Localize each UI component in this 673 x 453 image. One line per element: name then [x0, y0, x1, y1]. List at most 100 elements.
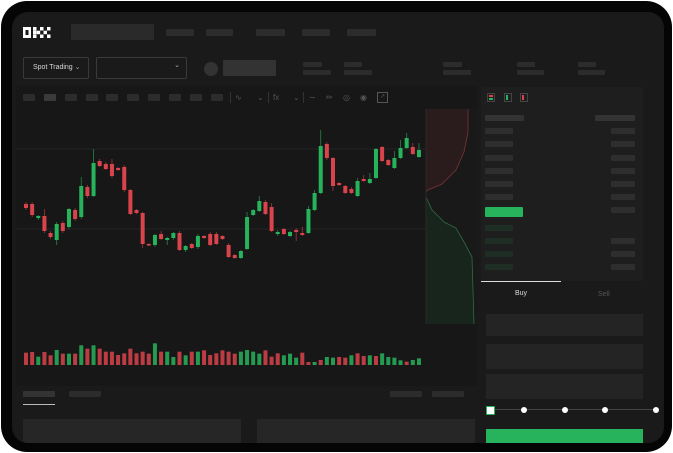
fx-icon[interactable]: fx — [273, 93, 280, 102]
volume-bar — [380, 353, 385, 365]
candle-body — [208, 234, 213, 245]
amount-slider-handle[interactable] — [486, 406, 495, 415]
candle-body — [165, 238, 170, 240]
tab-sell[interactable]: Sell — [598, 291, 610, 298]
divider — [268, 92, 269, 103]
timeframe-button[interactable] — [169, 94, 181, 101]
timeframe-button[interactable] — [127, 94, 139, 101]
volume-bar — [220, 350, 225, 365]
volume-bar — [416, 358, 421, 365]
expand-icon[interactable]: ↗ — [377, 92, 388, 103]
stat-value — [344, 70, 372, 75]
okx-logo[interactable] — [23, 27, 51, 39]
volume-bar — [263, 350, 268, 365]
stat-label — [578, 62, 596, 67]
amount-input[interactable] — [486, 344, 643, 369]
nav-item[interactable] — [347, 29, 376, 36]
buy-button[interactable] — [486, 429, 643, 443]
candle-body — [245, 217, 250, 249]
volume-bar — [128, 348, 133, 365]
filter-button[interactable] — [390, 391, 422, 397]
volume-bar — [195, 351, 200, 365]
candle-body — [349, 189, 354, 193]
slider-stop-50[interactable] — [562, 407, 568, 413]
slider-stop-75[interactable] — [602, 407, 608, 413]
volume-bar — [343, 357, 348, 365]
volume-bar — [245, 350, 250, 365]
nav-item[interactable] — [256, 29, 285, 36]
price-input[interactable] — [486, 314, 643, 336]
trading-mode-select[interactable]: Spot Trading ⌄ — [23, 57, 89, 79]
volume-bar — [79, 345, 84, 365]
candle-body — [128, 190, 133, 214]
timeframe-button[interactable] — [148, 94, 160, 101]
candle-body — [79, 186, 84, 217]
volume-bar — [66, 353, 71, 365]
tab-buy[interactable]: Buy — [515, 290, 528, 297]
timeframe-button[interactable] — [106, 94, 118, 101]
candle-body — [269, 207, 274, 231]
slider-stop-25[interactable] — [521, 407, 527, 413]
candle-body — [36, 216, 41, 218]
divider — [303, 92, 304, 103]
both-sides-icon[interactable] — [487, 93, 495, 102]
timeframe-button[interactable] — [23, 94, 35, 101]
volume-bar — [275, 353, 280, 365]
pencil-icon[interactable]: ✏ — [326, 93, 333, 102]
asks-only-icon[interactable] — [520, 93, 528, 102]
candlestick-chart[interactable] — [12, 12, 664, 443]
volume-bar — [165, 351, 170, 365]
volume-bar — [30, 352, 35, 365]
volume-bar — [288, 353, 293, 365]
tab-order-history[interactable] — [69, 391, 101, 397]
candle-body — [355, 181, 360, 196]
amount-slider-track[interactable] — [491, 409, 656, 410]
volume-bar — [202, 350, 207, 365]
depth-bids-area — [426, 197, 474, 324]
bid-price — [485, 251, 513, 257]
volume-bar — [183, 355, 188, 365]
volume-bar — [140, 351, 145, 365]
line-icon[interactable]: ∼ — [309, 93, 316, 102]
volume-bar — [85, 348, 90, 365]
tab-open-orders[interactable] — [23, 391, 55, 397]
nav-item[interactable] — [206, 29, 233, 36]
volume-bar — [36, 356, 41, 365]
stat-value — [517, 70, 544, 75]
ask-amount — [611, 194, 635, 200]
filter-button[interactable] — [432, 391, 464, 397]
ask-amount — [611, 155, 635, 161]
search-bar[interactable] — [71, 24, 154, 40]
camera-icon[interactable]: ◎ — [343, 93, 350, 102]
candle-body — [324, 144, 329, 158]
timeframe-button[interactable] — [86, 94, 98, 101]
indicator-icon[interactable]: ∿ — [235, 93, 242, 102]
candle-body — [343, 186, 348, 193]
target-icon[interactable]: ◉ — [360, 93, 367, 102]
depth-bids-line — [425, 196, 475, 325]
stat-label — [303, 62, 322, 67]
volume-bar — [404, 361, 409, 365]
chevron-down-icon[interactable]: ⌄ — [293, 93, 300, 102]
total-input[interactable] — [486, 374, 643, 399]
volume-bar — [73, 353, 78, 365]
ask-amount — [611, 181, 635, 187]
timeframe-button[interactable] — [65, 94, 77, 101]
timeframe-button[interactable] — [190, 94, 202, 101]
slider-stop-100[interactable] — [653, 407, 659, 413]
candle-body — [380, 147, 385, 161]
volume-bar — [324, 357, 329, 365]
chevron-down-icon[interactable]: ⌄ — [257, 93, 264, 102]
pair-select[interactable]: ⌄ — [96, 57, 187, 79]
volume-bar — [318, 360, 323, 365]
nav-item[interactable] — [166, 29, 194, 36]
ask-price — [485, 128, 513, 134]
ask-amount — [611, 168, 635, 174]
timeframe-button[interactable] — [211, 94, 223, 101]
candle-body — [306, 209, 311, 233]
nav-item[interactable] — [302, 29, 330, 36]
volume-bar — [134, 353, 139, 365]
timeframe-button[interactable] — [44, 94, 56, 101]
buy-tab-underline — [481, 281, 561, 282]
bids-only-icon[interactable] — [504, 93, 512, 102]
